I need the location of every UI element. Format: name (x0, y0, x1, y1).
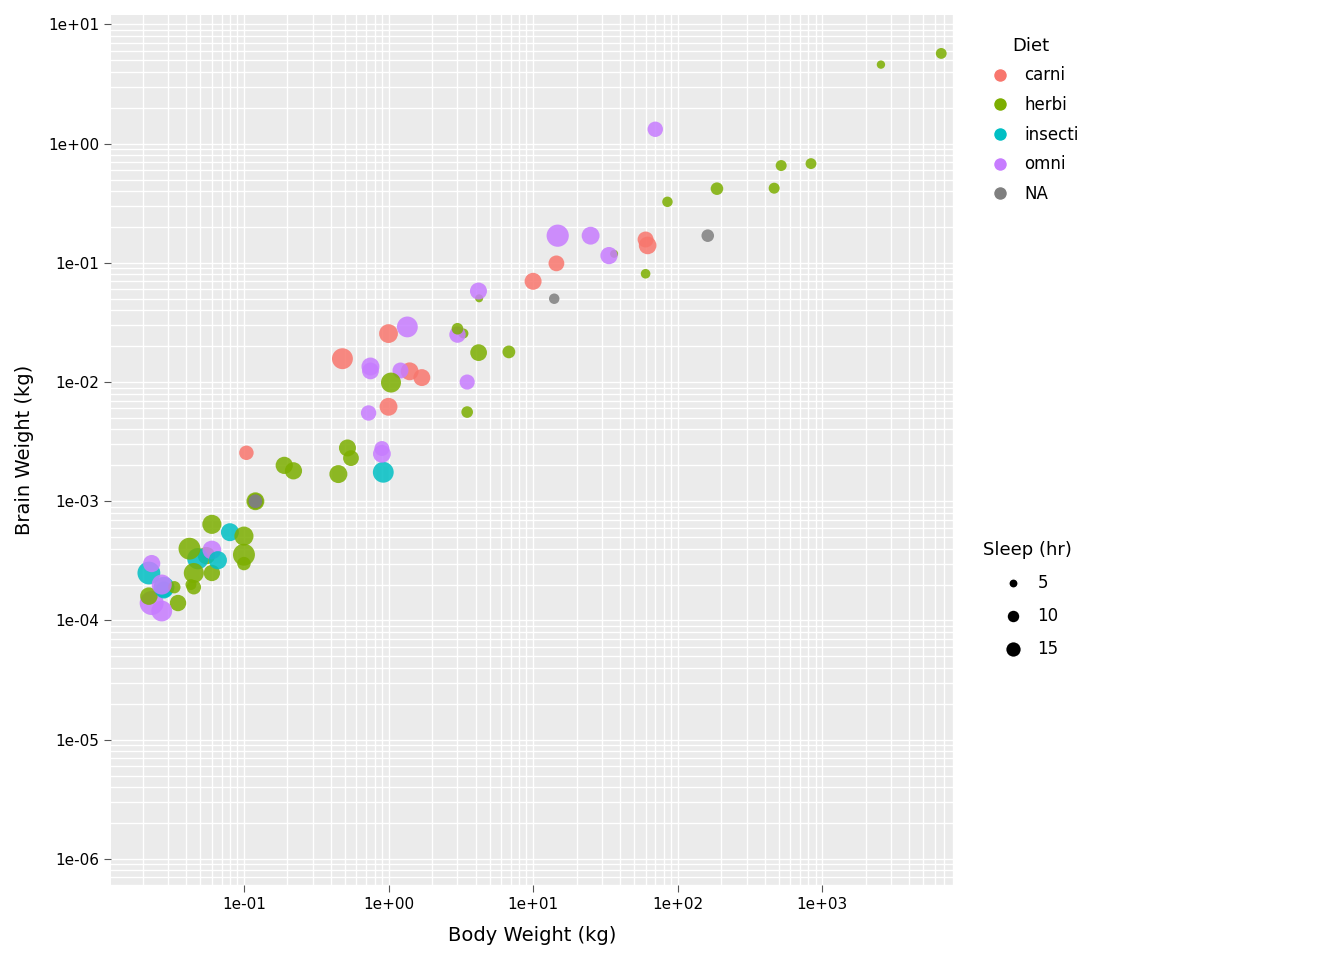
Point (446, 321, 468, 336)
Point (399, 364, 421, 379)
Point (645, 122, 667, 137)
Point (245, 493, 266, 509)
Point (546, 255, 567, 271)
Point (634, 231, 656, 247)
Point (499, 345, 520, 360)
Point (469, 291, 491, 306)
Point (245, 493, 266, 509)
Legend: 5, 10, 15: 5, 10, 15 (969, 528, 1085, 672)
Point (332, 351, 353, 367)
X-axis label: Body Weight (kg): Body Weight (kg) (448, 926, 616, 945)
Point (234, 556, 255, 571)
Point (411, 370, 433, 385)
Point (380, 375, 402, 391)
Point (219, 524, 241, 540)
Point (164, 580, 185, 595)
Point (579, 228, 601, 244)
Point (372, 465, 394, 480)
Point (337, 441, 359, 456)
Point (378, 325, 399, 341)
Point (141, 556, 163, 571)
Point (179, 541, 200, 557)
Point (930, 46, 952, 61)
Point (234, 528, 255, 543)
Point (13, 834, 35, 850)
Point (187, 551, 208, 566)
Point (657, 194, 679, 209)
Point (800, 156, 821, 171)
Point (457, 374, 478, 390)
Point (603, 246, 625, 261)
Point (141, 595, 163, 611)
Point (547, 228, 569, 244)
Point (396, 320, 418, 335)
Point (543, 291, 564, 306)
Point (468, 283, 489, 299)
Point (468, 345, 489, 360)
Point (360, 363, 382, 378)
Point (196, 548, 218, 564)
Point (378, 399, 399, 415)
Point (202, 542, 223, 558)
Point (446, 327, 468, 343)
Point (523, 274, 544, 289)
Point (202, 516, 223, 532)
Point (770, 157, 792, 173)
Point (234, 547, 255, 563)
Point (245, 493, 266, 509)
Point (637, 238, 659, 253)
Point (390, 363, 411, 378)
Point (183, 580, 204, 595)
Point (183, 565, 204, 581)
Point (457, 404, 478, 420)
Point (151, 577, 172, 592)
Point (453, 325, 474, 341)
Point (358, 405, 379, 420)
Point (360, 359, 382, 374)
Point (870, 57, 891, 72)
Point (138, 565, 160, 581)
Point (47, 798, 69, 813)
Y-axis label: Brain Weight (kg): Brain Weight (kg) (15, 365, 34, 536)
Point (282, 463, 304, 478)
Point (180, 577, 202, 592)
Point (245, 493, 266, 509)
Point (634, 266, 656, 281)
Point (138, 588, 160, 604)
Point (340, 450, 362, 466)
Point (167, 595, 188, 611)
Point (46, 834, 67, 850)
Point (153, 583, 175, 598)
Point (763, 180, 785, 196)
Point (371, 446, 392, 462)
Point (207, 553, 228, 568)
Point (706, 181, 727, 197)
Point (153, 580, 175, 595)
Point (151, 603, 172, 618)
Point (202, 565, 223, 581)
Point (273, 458, 294, 473)
Point (328, 467, 349, 482)
Point (598, 248, 620, 263)
Point (371, 441, 392, 456)
Point (235, 445, 257, 461)
Point (698, 228, 719, 244)
